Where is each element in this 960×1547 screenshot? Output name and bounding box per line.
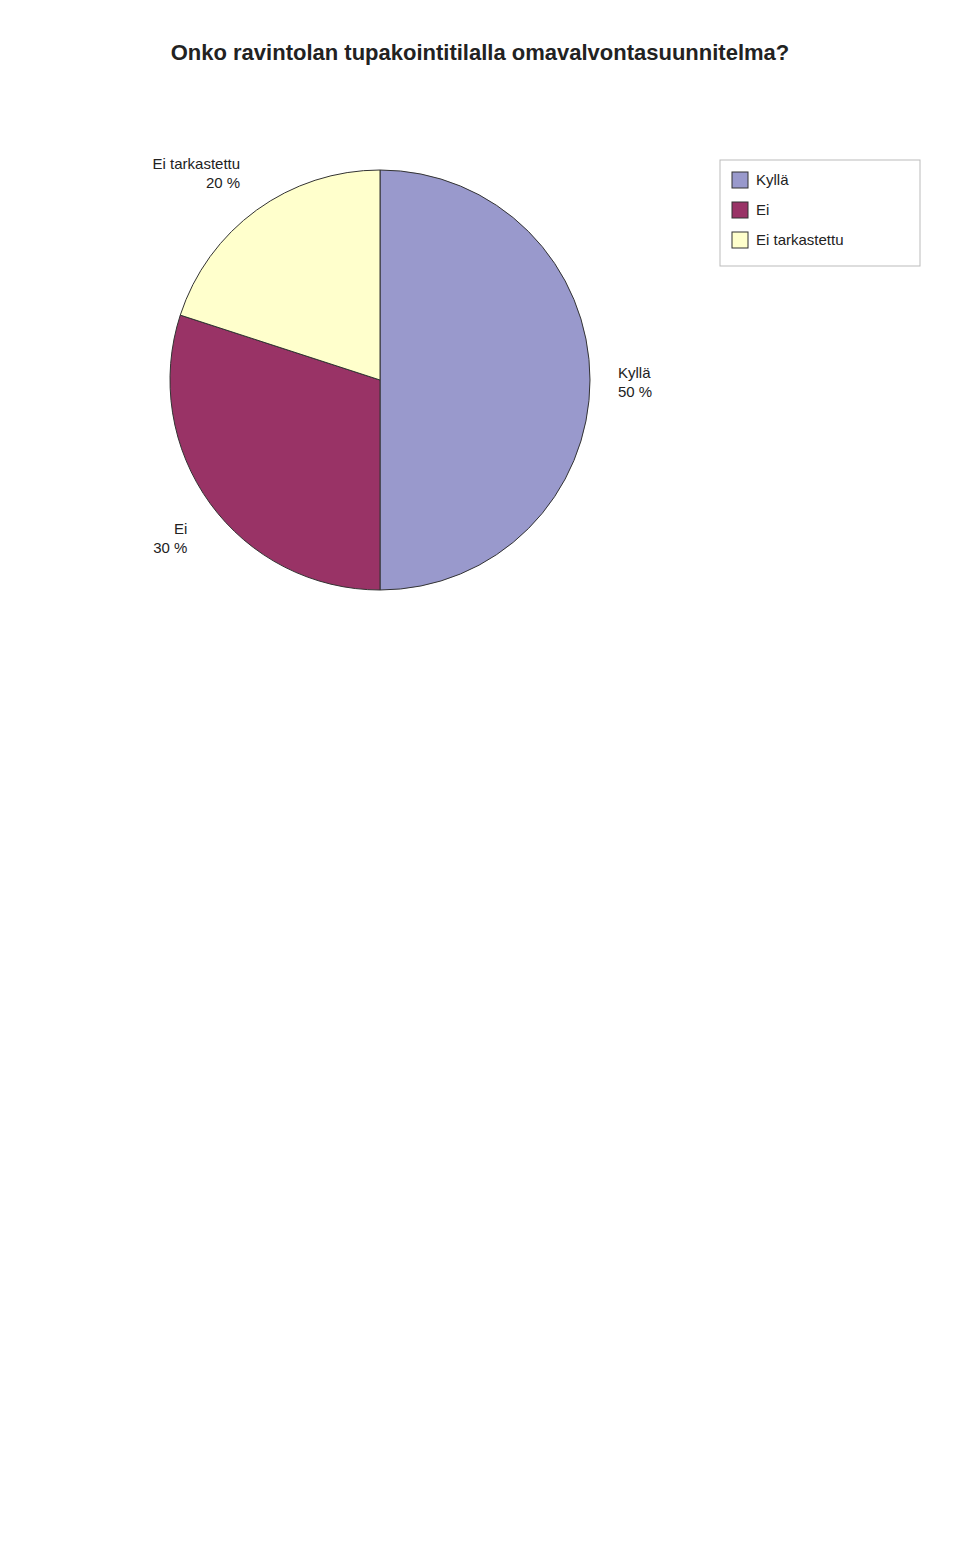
chart-container: Onko ravintolan tupakointitilalla omaval… (0, 0, 960, 1547)
slice-labels: Kyllä 50 % Ei 30 % Ei tarkastettu 20 % (153, 155, 653, 555)
legend-frame (720, 160, 920, 266)
pie-slices (170, 170, 590, 590)
chart-title: Onko ravintolan tupakointitilalla omaval… (171, 40, 790, 65)
legend-entry: Ei (756, 201, 769, 218)
legend-entry: Ei tarkastettu (756, 231, 844, 248)
data-label: 30 % (153, 539, 187, 556)
background (0, 0, 960, 1547)
legend-swatch (732, 172, 748, 188)
legend-swatch (732, 232, 748, 248)
legend-swatch (732, 202, 748, 218)
pie-slice (380, 170, 590, 590)
data-label: 20 % (206, 174, 240, 191)
legend: Kyllä Ei Ei tarkastettu (720, 160, 920, 266)
slice-label: Ei tarkastettu (153, 155, 241, 172)
legend-entry: Kyllä (756, 171, 789, 188)
slice-label: Kyllä (618, 364, 651, 381)
slice-label: Ei (174, 520, 187, 537)
data-label: 50 % (618, 383, 652, 400)
chart-svg: Onko ravintolan tupakointitilalla omaval… (0, 0, 960, 1547)
pie-slice (180, 170, 380, 380)
